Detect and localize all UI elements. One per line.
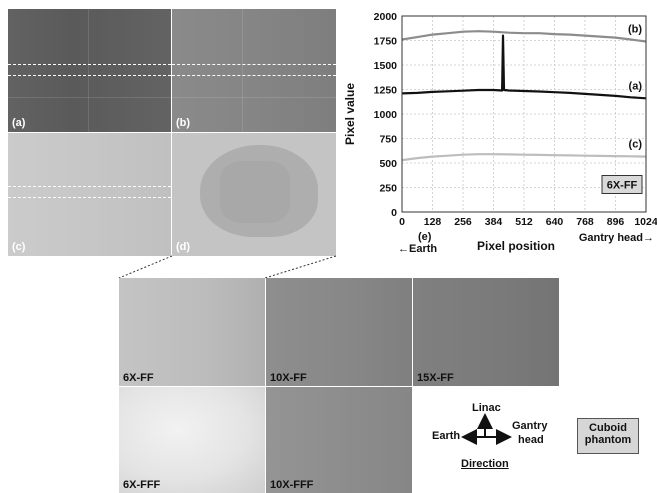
y-tick-label: 0 (391, 207, 397, 219)
x-tick-label: 896 (607, 216, 625, 228)
image-15x-ff: 15X-FF (413, 278, 559, 386)
roi-dashed-line (8, 64, 171, 65)
image-label: 15X-FF (417, 372, 454, 384)
series-line-a (401, 34, 647, 100)
panel-label-e: (e) (418, 231, 432, 243)
direction-arrows (461, 413, 512, 445)
y-tick-label: 250 (379, 183, 397, 195)
panel-d-image: (d) (172, 133, 336, 256)
panel-label-c: (c) (12, 241, 26, 253)
y-tick-label: 1000 (374, 109, 398, 121)
panel-label-d: (d) (176, 241, 191, 253)
x-tick-label: 256 (454, 216, 472, 228)
series-line-c (401, 153, 647, 162)
y-tick-label: 1750 (374, 36, 398, 48)
y-tick-label: 500 (379, 158, 397, 170)
image-6x-ff: 6X-FF (119, 278, 265, 386)
image-10x-fff: 10X-FFF (266, 387, 412, 493)
x-tick-label: 128 (424, 216, 442, 228)
panel-seam (242, 9, 243, 132)
x-tick-label: 1024 (634, 216, 657, 228)
panel-a-image: (a) (8, 9, 171, 132)
roi-dashed-line (172, 64, 336, 65)
roi-dashed-line (8, 186, 171, 187)
x-right-note: Gantry head→ (579, 232, 654, 244)
x-axis-title: Pixel position (477, 239, 555, 253)
y-axis-title: Pixel value (343, 83, 357, 145)
roi-dashed-line (172, 75, 336, 76)
panel-seam (172, 97, 336, 98)
direction-left-label: Earth (432, 430, 461, 442)
y-tick-label: 750 (379, 134, 397, 146)
phantom-label-line2: phantom (584, 434, 632, 446)
image-label: 10X-FFF (270, 479, 314, 491)
phantom-label-line1: Cuboid (589, 422, 627, 434)
roi-dashed-line (8, 197, 171, 198)
direction-right-label-2: head (518, 434, 544, 446)
panel-c-image: (c) (8, 133, 171, 256)
image-10x-ff: 10X-FF (266, 278, 412, 386)
series-label-b: (b) (628, 23, 642, 35)
y-tick-label: 1500 (374, 60, 398, 72)
image-label: 6X-FFF (123, 479, 161, 491)
direction-up-label: Linac (472, 402, 501, 414)
x-tick-label: 384 (485, 216, 503, 228)
x-tick-label: 768 (576, 216, 594, 228)
series-label-c: (c) (629, 139, 643, 151)
panel-seam (88, 9, 89, 132)
image-label: 6X-FF (123, 372, 154, 384)
legend-box (601, 175, 643, 194)
plot-frame (401, 15, 647, 213)
panel-label-a: (a) (12, 117, 26, 129)
legend-box-label: 6X-FF (607, 180, 638, 192)
roi-dashed-line (8, 75, 171, 76)
x-tick-label: 0 (399, 216, 405, 228)
y-tick-label: 2000 (374, 11, 398, 23)
image-label: 10X-FF (270, 372, 307, 384)
y-tick-label: 1250 (374, 85, 398, 97)
x-tick-label: 640 (546, 216, 564, 228)
panel-label-b: (b) (176, 117, 191, 129)
pixel-value-chart: 0 128 256 384 512 640 768 896 1024 0 250 500 750 1000… (343, 11, 657, 255)
direction-caption: Direction (461, 458, 509, 470)
image-6x-fff: 6X-FFF (119, 387, 265, 493)
panel-seam (8, 97, 171, 98)
series-label-a: (a) (629, 80, 643, 92)
panel-b-image: (b) (172, 9, 336, 132)
phantom-label-box: Cuboid phantom (577, 418, 639, 454)
direction-right-label-1: Gantry (512, 420, 548, 432)
series-line-b (401, 30, 647, 43)
x-tick-label: 512 (515, 216, 533, 228)
x-left-note: ←Earth (398, 243, 437, 255)
phantom-region-inner (220, 161, 290, 223)
